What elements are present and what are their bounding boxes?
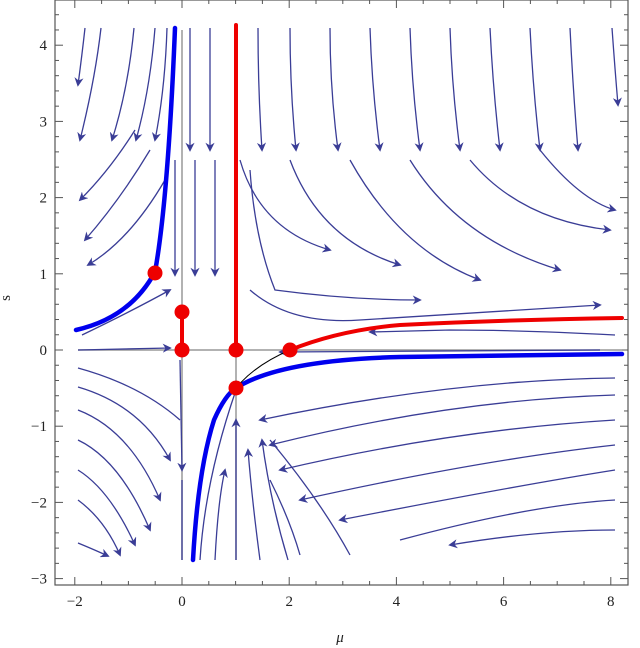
y-tick-label: 1 bbox=[40, 267, 48, 283]
x-tick-label: 4 bbox=[393, 594, 401, 610]
y-axis-label: s bbox=[0, 295, 14, 301]
blue-curve-upper bbox=[73, 25, 178, 333]
y-tick-label: 3 bbox=[40, 114, 48, 130]
x-tick-label: −2 bbox=[67, 594, 83, 610]
fixed-point bbox=[174, 342, 190, 358]
y-tick-label: −2 bbox=[31, 495, 47, 511]
axis-ticks bbox=[55, 0, 628, 585]
fixed-point bbox=[228, 380, 244, 396]
x-axis-label: μ bbox=[335, 630, 344, 646]
y-tick-label: −3 bbox=[31, 572, 47, 588]
y-tick-label: 4 bbox=[40, 38, 48, 54]
blue-curve-lower bbox=[190, 351, 625, 563]
x-tick-label: 6 bbox=[500, 594, 508, 610]
streamlines bbox=[74, 27, 622, 561]
y-tick-label: −1 bbox=[31, 419, 47, 435]
plot-frame bbox=[54, 0, 629, 586]
fixed-points bbox=[147, 265, 298, 396]
fixed-point bbox=[228, 342, 244, 358]
fixed-point bbox=[174, 304, 190, 320]
fixed-point bbox=[147, 265, 163, 281]
y-tick-label: 2 bbox=[40, 191, 48, 207]
x-tick-label: 8 bbox=[607, 594, 615, 610]
y-tick-label: 0 bbox=[40, 343, 48, 359]
x-tick-label: 0 bbox=[178, 594, 186, 610]
x-tick-label: 2 bbox=[285, 594, 293, 610]
fixed-point bbox=[282, 342, 298, 358]
axis-tick-labels: −2 0 2 4 6 8 −3 −2 −1 0 1 2 3 4 bbox=[31, 38, 615, 610]
separatrices bbox=[73, 23, 625, 563]
red-curve bbox=[288, 316, 624, 352]
